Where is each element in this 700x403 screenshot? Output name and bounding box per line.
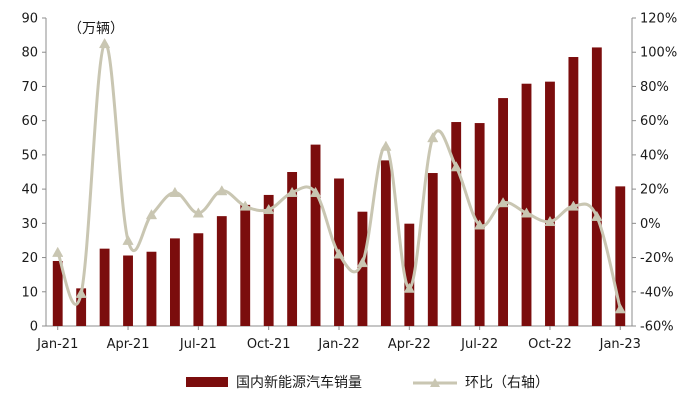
bar-sales xyxy=(357,211,368,326)
line-point-mom-change xyxy=(145,209,158,220)
left-tick-label: 20 xyxy=(21,251,38,266)
line-point-mom-change xyxy=(567,200,580,211)
right-tick-label: -60% xyxy=(640,320,674,335)
line-point-mom-change xyxy=(497,197,509,208)
right-tick-label: 80% xyxy=(640,80,669,95)
right-tick-label: 0% xyxy=(640,217,661,232)
left-tick-label: 60 xyxy=(21,114,38,129)
bar-sales xyxy=(240,204,251,326)
legend-label-bar: 国内新能源汽车销量 xyxy=(236,374,362,391)
x-tick-label: Jan-21 xyxy=(36,337,78,352)
line-point-mom-change xyxy=(75,287,87,298)
line-point-mom-change xyxy=(403,282,415,293)
line-point-mom-change xyxy=(216,185,228,196)
line-point-mom-change xyxy=(98,37,111,49)
bar-sales xyxy=(615,186,626,326)
bar-sales xyxy=(404,223,415,326)
line-point-mom-change xyxy=(239,200,251,211)
bar-sales xyxy=(263,194,274,326)
line-point-mom-change xyxy=(544,215,556,227)
axes-layer: 0 10 20 30 40 50 60 70 80 90 -60% -40% -20% 0% 20% 40% 6… xyxy=(21,12,677,353)
bar-sales xyxy=(76,288,87,326)
left-tick-label: 40 xyxy=(21,183,38,198)
x-tick-label: Jan-23 xyxy=(599,337,641,352)
line-point-mom-change xyxy=(286,186,298,197)
legend: 国内新能源汽车销量 环比（右轴） xyxy=(186,374,549,391)
left-tick-label: 10 xyxy=(21,285,38,300)
right-tick-label: -40% xyxy=(640,285,674,300)
line-point-mom-change xyxy=(333,248,345,259)
bar-sales xyxy=(123,255,133,326)
right-tick-label: 100% xyxy=(640,46,677,61)
bar-sales xyxy=(169,238,180,326)
legend-swatch-bar xyxy=(186,377,228,387)
right-tick-label: 40% xyxy=(640,148,669,163)
left-tick-label: 80 xyxy=(21,46,38,61)
x-tick-label: Jul-21 xyxy=(179,337,217,352)
left-axis-unit-label: （万辆） xyxy=(68,21,124,37)
line-point-mom-change xyxy=(591,210,603,221)
legend-swatch-marker xyxy=(430,378,440,387)
left-tick-label: 90 xyxy=(21,12,38,27)
bar-sales xyxy=(427,173,438,326)
x-tick-label: Jul-22 xyxy=(460,337,498,352)
bar-sales xyxy=(287,172,298,326)
bar-sales xyxy=(216,216,227,326)
line-layer xyxy=(52,37,626,314)
line-point-mom-change xyxy=(450,161,462,172)
line-point-mom-change xyxy=(309,186,322,197)
x-tick-label: Apr-21 xyxy=(107,337,150,352)
left-tick-label: 50 xyxy=(21,148,38,163)
bar-sales xyxy=(591,47,602,326)
bar-sales xyxy=(545,81,555,326)
line-point-mom-change xyxy=(356,256,369,268)
line-point-mom-change xyxy=(520,207,533,218)
bar-sales xyxy=(498,98,509,326)
x-tick-label: Apr-22 xyxy=(388,337,431,352)
bar-sales xyxy=(568,57,579,326)
bar-sales xyxy=(310,144,321,326)
x-tick-label: Oct-21 xyxy=(247,337,291,352)
bar-sales xyxy=(99,248,110,326)
line-point-mom-change xyxy=(614,303,626,314)
line-point-mom-change xyxy=(192,207,204,218)
right-tick-label: 20% xyxy=(640,183,669,198)
line-point-mom-change xyxy=(52,246,64,257)
line-point-mom-change xyxy=(122,234,134,245)
line-point-mom-change xyxy=(169,186,181,197)
bars-layer xyxy=(52,47,626,326)
left-tick-label: 30 xyxy=(21,217,38,232)
line-point-mom-change xyxy=(263,203,275,215)
line-point-mom-change xyxy=(427,132,439,143)
bar-sales xyxy=(146,251,157,326)
right-tick-label: 120% xyxy=(640,12,677,27)
bar-sales xyxy=(521,83,532,326)
left-tick-label: 70 xyxy=(21,80,38,95)
legend-label-line: 环比（右轴） xyxy=(465,375,549,391)
left-tick-label: 0 xyxy=(30,320,38,335)
x-tick-label: Jan-22 xyxy=(317,337,359,352)
bar-sales xyxy=(193,233,204,326)
line-point-mom-change xyxy=(380,140,392,151)
right-tick-label: -20% xyxy=(640,251,674,266)
x-tick-label: Oct-22 xyxy=(528,337,572,352)
bar-sales xyxy=(52,260,63,326)
bar-sales xyxy=(380,160,391,326)
right-tick-label: 60% xyxy=(640,114,669,129)
bar-sales xyxy=(451,122,462,326)
line-point-mom-change xyxy=(474,219,486,230)
